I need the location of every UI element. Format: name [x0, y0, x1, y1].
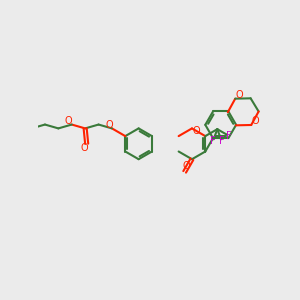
Text: O: O — [235, 90, 243, 100]
Text: F: F — [226, 131, 232, 141]
Text: F: F — [219, 136, 225, 146]
Text: O: O — [65, 116, 73, 126]
Text: O: O — [81, 143, 88, 153]
Text: O: O — [251, 116, 259, 126]
Text: O: O — [182, 161, 190, 172]
Text: F: F — [210, 136, 216, 146]
Text: O: O — [106, 120, 113, 130]
Text: O: O — [193, 127, 200, 136]
